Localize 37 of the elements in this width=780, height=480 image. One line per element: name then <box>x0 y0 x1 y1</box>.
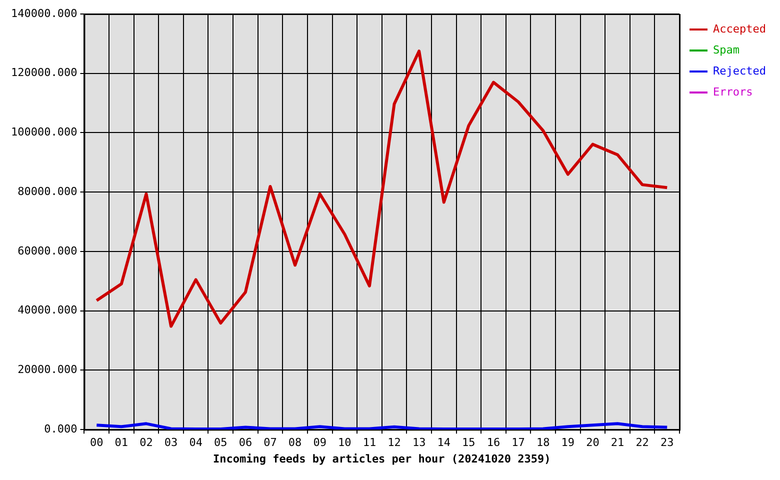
x-tick-label: 11 <box>362 436 376 450</box>
x-tick-label: 15 <box>462 436 476 450</box>
x-tick-label: 22 <box>636 436 649 450</box>
x-tick-label: 00 <box>90 436 104 450</box>
x-tick-label: 01 <box>114 436 128 450</box>
x-tick-label: 12 <box>388 436 401 450</box>
y-tick-label: 120000.000 <box>10 66 78 80</box>
y-tick-label: 0.000 <box>44 422 78 436</box>
legend-label: Accepted <box>713 22 766 36</box>
x-tick-label: 05 <box>214 436 228 450</box>
y-tick-label: 100000.000 <box>10 126 78 139</box>
y-tick-label: 140000.000 <box>10 6 78 20</box>
y-tick-label: 40000.000 <box>18 304 78 317</box>
x-tick-label: 09 <box>313 436 326 450</box>
x-tick-label: 06 <box>238 436 252 450</box>
x-tick-label: 16 <box>486 436 500 450</box>
x-tick-label: 10 <box>338 436 352 450</box>
x-tick-label: 04 <box>189 436 203 450</box>
x-tick-label: 17 <box>512 436 525 450</box>
legend-label: Rejected <box>713 64 766 78</box>
x-axis-title: Incoming feeds by articles per hour (20241020 2359) <box>212 452 551 466</box>
x-tick-label: 23 <box>660 436 674 450</box>
x-tick-label: 08 <box>288 436 302 450</box>
x-tick-label: 03 <box>164 436 178 450</box>
x-tick-label: 13 <box>412 436 426 450</box>
legend-label: Errors <box>713 85 753 98</box>
x-tick-label: 14 <box>437 436 451 450</box>
y-tick-label: 60000.000 <box>18 244 78 258</box>
y-tick-label: 20000.000 <box>18 363 78 376</box>
x-tick-label: 20 <box>586 436 600 450</box>
x-tick-label: 19 <box>561 436 575 450</box>
legend-label: Spam <box>713 43 740 56</box>
x-tick-label: 18 <box>536 436 550 450</box>
x-tick-label: 02 <box>140 436 153 450</box>
y-tick-label: 80000.000 <box>18 184 78 198</box>
x-tick-label: 07 <box>264 436 277 450</box>
x-tick-label: 21 <box>610 436 624 450</box>
